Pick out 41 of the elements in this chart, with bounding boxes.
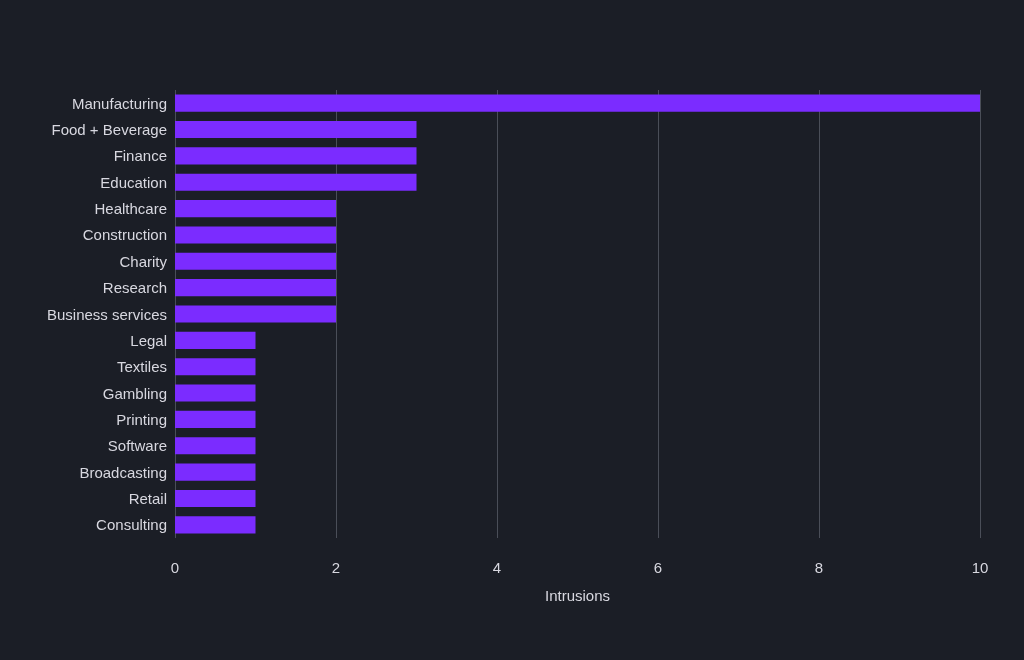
bar <box>175 331 256 349</box>
bar <box>175 226 336 244</box>
y-tick-label: Broadcasting <box>79 463 167 481</box>
x-tick-label: 6 <box>653 559 663 576</box>
y-tick-label: Printing <box>116 410 167 428</box>
x-tick-label: 0 <box>170 559 180 576</box>
bar <box>175 94 980 112</box>
x-tick-label: 2 <box>331 559 341 576</box>
y-tick-label: Textiles <box>116 358 167 376</box>
bar <box>175 463 256 481</box>
bar <box>175 147 417 165</box>
bar <box>175 305 336 323</box>
y-tick-label: Research <box>102 279 167 297</box>
bar <box>175 279 336 297</box>
x-tick-label: 4 <box>492 559 502 576</box>
y-tick-label: Retail <box>128 489 167 507</box>
bar <box>175 252 336 270</box>
bar <box>175 173 417 191</box>
y-tick-label: Gambling <box>102 384 167 402</box>
y-tick-label: Legal <box>130 331 167 349</box>
bar <box>175 516 256 534</box>
y-tick-label: Manufacturing <box>71 94 167 112</box>
y-tick-label: Business services <box>46 305 167 323</box>
bar <box>175 384 256 402</box>
x-tick-label: 10 <box>971 559 989 576</box>
bar <box>175 437 256 455</box>
x-axis-title: Intrusions <box>544 587 611 604</box>
y-tick-label: Charity <box>119 252 168 270</box>
x-tick-label: 8 <box>814 559 824 576</box>
y-tick-label: Consulting <box>96 516 167 534</box>
bar <box>175 358 256 376</box>
y-tick-label: Healthcare <box>94 200 167 218</box>
bar <box>175 489 256 508</box>
bar <box>175 120 417 139</box>
bar <box>175 200 336 218</box>
bar <box>175 410 256 428</box>
y-tick-label: Education <box>100 173 167 191</box>
y-tick-label: Software <box>107 437 167 455</box>
y-tick-label: Construction <box>82 226 167 244</box>
y-tick-label: Finance <box>113 147 167 165</box>
y-tick-label: Food + Beverage <box>51 121 167 139</box>
